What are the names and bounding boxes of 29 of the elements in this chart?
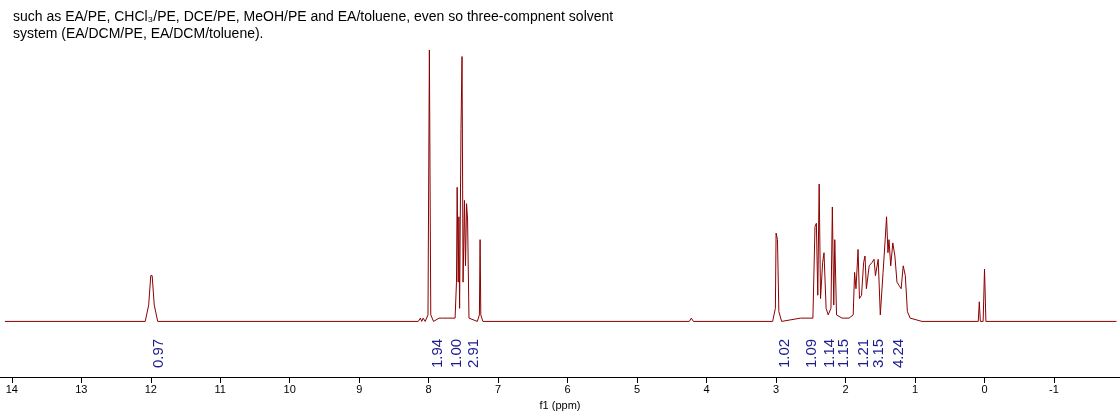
annotation: 0.97 [149,338,167,368]
annotation: 1.15 [834,338,852,368]
annotation: 2.91 [464,338,482,368]
annotation: 4.24 [889,338,907,368]
x-tick-label: 10 [283,382,296,395]
annotation: 1.02 [775,338,793,368]
x-tick-label: 1 [911,382,919,395]
chart-title: such as EA/PE, CHCl₃/PE, DCE/PE, MeOH/PE and EA/toluene, even so three-compnent solvent system (EA/DCM/PE, EA/DCM/toluene). [13,7,618,41]
x-tick-label: 3 [773,382,780,395]
x-tick-label: 12 [144,382,157,395]
annotation: 3.15 [869,338,887,368]
annotation: 1.14 [819,338,837,368]
x-tick-label: 13 [75,382,88,395]
x-tick-label: -1 [1049,382,1059,395]
annotation: 1.21 [853,338,871,368]
x-tick-label: 7 [495,382,502,395]
x-tick-label: 9 [356,382,363,395]
x-axis-title: f1 (ppm) [539,398,581,411]
x-tick-label: 14 [5,382,18,395]
x-tick-label: 2 [842,382,849,395]
annotation: 1.94 [427,338,445,368]
annotation: 1.09 [802,338,820,368]
x-tick-label: 5 [634,382,641,395]
x-tick-label: 0 [981,382,988,395]
x-tick-label: 4 [703,382,710,395]
x-tick-label: 11 [214,382,226,395]
x-tick-label: 6 [564,382,571,395]
annotation: 1.00 [446,338,464,368]
x-tick-label: 8 [425,382,432,395]
